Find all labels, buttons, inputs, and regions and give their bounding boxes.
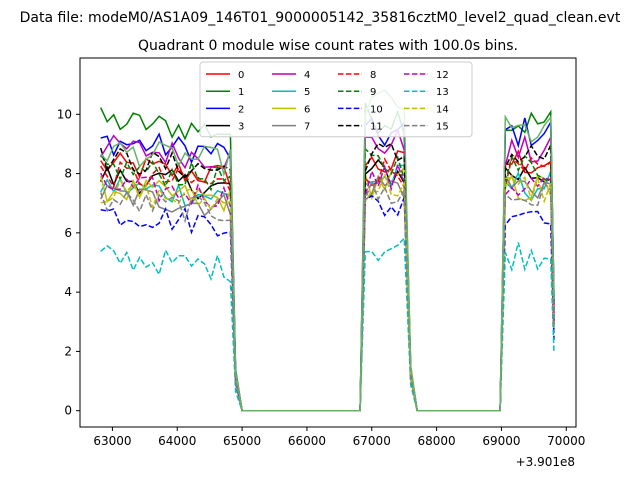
y-tick-label: 4 [64, 285, 72, 299]
plot-lines [99, 89, 555, 412]
legend-label: 11 [370, 122, 383, 133]
legend-label: 6 [304, 104, 310, 115]
legend-label: 3 [238, 122, 244, 133]
series-line-7 [100, 172, 555, 412]
series-line-13 [100, 236, 555, 412]
series-line-1 [100, 102, 555, 412]
x-tick-label: 67000 [353, 434, 391, 448]
series-line-3 [100, 158, 555, 412]
x-axis-offset-label: +3.901e8 [516, 455, 575, 469]
legend-label: 12 [436, 70, 449, 81]
series-line-12 [100, 162, 555, 412]
y-tick-label: 0 [64, 404, 72, 418]
series-line-extra [100, 89, 555, 412]
legend-label: 2 [238, 104, 244, 115]
series-line-5 [100, 164, 555, 412]
x-tick-label: 70000 [547, 434, 585, 448]
y-tick-label: 6 [64, 226, 72, 240]
series-line-10 [100, 194, 555, 412]
x-tick-label: 69000 [482, 434, 520, 448]
series-line-14 [100, 171, 555, 412]
figure-suptitle: Data file: modeM0/AS1A09_146T01_90000051… [20, 10, 621, 26]
y-axis: 0 2 4 6 8 10 [57, 107, 80, 418]
series-line-6 [99, 165, 555, 412]
y-tick-label: 10 [57, 107, 72, 121]
legend-label: 4 [304, 70, 310, 81]
x-tick-label: 68000 [418, 434, 456, 448]
y-tick-label: 2 [64, 344, 72, 358]
legend-box [199, 61, 473, 138]
x-tick-label: 65000 [223, 434, 261, 448]
legend-label: 10 [370, 104, 383, 115]
x-tick-label: 63000 [93, 434, 131, 448]
legend-label: 9 [370, 87, 376, 98]
legend-label: 7 [304, 122, 310, 133]
x-tick-label: 64000 [158, 434, 196, 448]
series-line-11 [99, 142, 555, 412]
legend-label: 5 [304, 87, 310, 98]
legend-label: 8 [370, 70, 376, 81]
plot-area-frame [79, 57, 577, 428]
x-tick-label: 66000 [288, 434, 326, 448]
x-axis: 63000 64000 65000 66000 67000 68000 69000 70000 [93, 427, 585, 448]
legend-label: 13 [436, 87, 449, 98]
chart-title: Quadrant 0 module wise count rates with … [138, 38, 518, 54]
y-tick-label: 8 [64, 167, 72, 181]
legend-label: 14 [436, 104, 449, 115]
series-line-8 [100, 156, 555, 412]
legend-label: 15 [436, 122, 449, 133]
series-line-15 [99, 179, 555, 412]
legend-label: 1 [238, 87, 244, 98]
legend-label: 0 [238, 70, 244, 81]
